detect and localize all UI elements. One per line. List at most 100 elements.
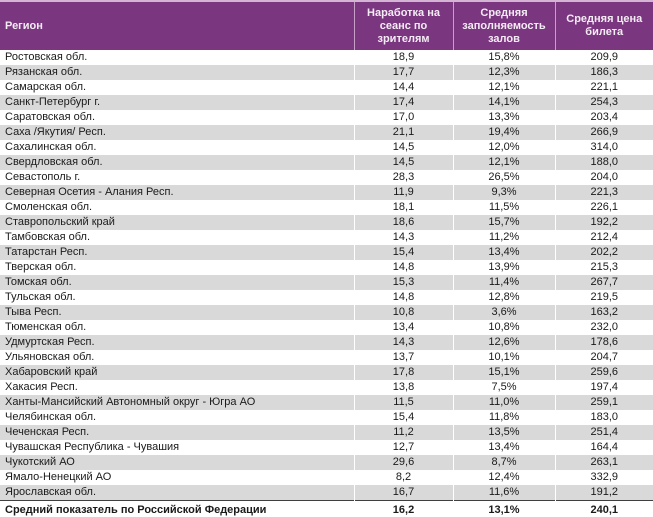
table-row: Северная Осетия - Алания Респ. 11,9 9,3% 22… [0, 185, 653, 200]
sessions-cell: 15,4 [353, 410, 453, 425]
occupancy-cell: 12,1% [452, 80, 555, 95]
sessions-cell: 29,6 [353, 455, 453, 470]
table-row: Смоленская обл. 18,1 11,5% 226,1 [0, 200, 653, 215]
sessions-cell: 14,3 [353, 230, 453, 245]
price-cell: 203,4 [554, 110, 653, 125]
sessions-cell: 13,8 [353, 380, 453, 395]
price-cell: 266,9 [554, 125, 653, 140]
table-row: Ханты-Мансийский Автономный округ - Югра… [0, 395, 653, 410]
price-cell: 221,1 [554, 80, 653, 95]
table-row: Ставропольский край 18,6 15,7% 192,2 [0, 215, 653, 230]
price-cell: 226,1 [554, 200, 653, 215]
price-cell: 263,1 [554, 455, 653, 470]
occupancy-cell: 15,7% [452, 215, 555, 230]
sessions-cell: 15,4 [353, 245, 453, 260]
region-cell: Свердловская обл. [5, 156, 103, 168]
region-cell: Ханты-Мансийский Автономный округ - Югра… [5, 396, 256, 408]
table-row: Рязанская обл. 17,7 12,3% 186,3 [0, 65, 653, 80]
sessions-cell: 17,0 [353, 110, 453, 125]
occupancy-cell: 11,5% [452, 200, 555, 215]
table-row: Сахалинская обл. 14,5 12,0% 314,0 [0, 140, 653, 155]
region-cell: Чукотский АО [5, 456, 75, 468]
column-header-sessions: Наработка на сеанс по зрителям [353, 0, 453, 50]
table-body: Ростовская обл. 18,9 15,8% 209,9 Рязанская о… [0, 50, 653, 501]
table-row: Саратовская обл. 17,0 13,3% 203,4 [0, 110, 653, 125]
occupancy-cell: 3,6% [452, 305, 555, 320]
table-row: Татарстан Респ. 15,4 13,4% 202,2 [0, 245, 653, 260]
sessions-cell: 13,4 [353, 320, 453, 335]
table-row: Томская обл. 15,3 11,4% 267,7 [0, 275, 653, 290]
sessions-cell: 14,5 [353, 140, 453, 155]
table-row: Ульяновская обл. 13,7 10,1% 204,7 [0, 350, 653, 365]
region-cell: Тульская обл. [5, 291, 76, 303]
price-cell: 188,0 [554, 155, 653, 170]
price-cell: 221,3 [554, 185, 653, 200]
sessions-cell: 28,3 [353, 170, 453, 185]
occupancy-cell: 26,5% [452, 170, 555, 185]
table-row: Тамбовская обл. 14,3 11,2% 212,4 [0, 230, 653, 245]
region-cell: Северная Осетия - Алания Респ. [5, 186, 174, 198]
region-cell: Удмуртская Респ. [5, 336, 95, 348]
table-row: Тверская обл. 14,8 13,9% 215,3 [0, 260, 653, 275]
price-cell: 332,9 [554, 470, 653, 485]
price-cell: 259,6 [554, 365, 653, 380]
region-cell: Ульяновская обл. [5, 351, 95, 363]
price-cell: 267,7 [554, 275, 653, 290]
table-row: Чукотский АО 29,6 8,7% 263,1 [0, 455, 653, 470]
region-cell: Томская обл. [5, 276, 72, 288]
region-cell: Санкт-Петербург г. [5, 96, 101, 108]
occupancy-cell: 11,4% [452, 275, 555, 290]
price-cell: 212,4 [554, 230, 653, 245]
price-cell: 191,2 [554, 485, 653, 501]
price-cell: 251,4 [554, 425, 653, 440]
region-cell: Чеченская Респ. [5, 426, 90, 438]
sessions-cell: 18,9 [353, 50, 453, 65]
sessions-cell: 17,4 [353, 95, 453, 110]
sessions-cell: 11,2 [353, 425, 453, 440]
price-cell: 186,3 [554, 65, 653, 80]
price-cell: 192,2 [554, 215, 653, 230]
price-cell: 197,4 [554, 380, 653, 395]
occupancy-cell: 13,5% [452, 425, 555, 440]
region-cell: Тыва Респ. [5, 306, 62, 318]
table-row: Хабаровский край 17,8 15,1% 259,6 [0, 365, 653, 380]
table-row: Свердловская обл. 14,5 12,1% 188,0 [0, 155, 653, 170]
price-cell: 183,0 [554, 410, 653, 425]
occupancy-cell: 12,3% [452, 65, 555, 80]
sessions-cell: 21,1 [353, 125, 453, 140]
price-cell: 254,3 [554, 95, 653, 110]
table-row: Тульская обл. 14,8 12,8% 219,5 [0, 290, 653, 305]
sessions-cell: 18,6 [353, 215, 453, 230]
table-row: Саха /Якутия/ Респ. 21,1 19,4% 266,9 [0, 125, 653, 140]
price-cell: 178,6 [554, 335, 653, 350]
total-occupancy-cell: 13,1% [452, 500, 555, 517]
price-cell: 163,2 [554, 305, 653, 320]
sessions-cell: 11,9 [353, 185, 453, 200]
occupancy-cell: 12,8% [452, 290, 555, 305]
price-cell: 314,0 [554, 140, 653, 155]
table-row: Хакасия Респ. 13,8 7,5% 197,4 [0, 380, 653, 395]
price-cell: 202,2 [554, 245, 653, 260]
occupancy-cell: 11,6% [452, 485, 555, 501]
total-price-cell: 240,1 [554, 500, 653, 517]
occupancy-cell: 15,1% [452, 365, 555, 380]
sessions-cell: 13,7 [353, 350, 453, 365]
table-row: Чувашская Республика - Чувашия 12,7 13,4% 1… [0, 440, 653, 455]
total-row: Средний показатель по Российской Федерац… [0, 500, 653, 517]
region-cell: Ямало-Ненецкий АО [5, 471, 112, 483]
price-cell: 232,0 [554, 320, 653, 335]
sessions-cell: 15,3 [353, 275, 453, 290]
price-cell: 259,1 [554, 395, 653, 410]
region-cell: Хакасия Респ. [5, 381, 78, 393]
region-cell: Смоленская обл. [5, 201, 93, 213]
region-cell: Самарская обл. [5, 81, 87, 93]
region-cell: Хабаровский край [5, 366, 98, 378]
table-row: Ямало-Ненецкий АО 8,2 12,4% 332,9 [0, 470, 653, 485]
table-row: Тюменская обл. 13,4 10,8% 232,0 [0, 320, 653, 335]
sessions-cell: 14,3 [353, 335, 453, 350]
occupancy-cell: 12,1% [452, 155, 555, 170]
column-header-price: Средняя цена билета [554, 0, 653, 50]
table-row: Чеченская Респ. 11,2 13,5% 251,4 [0, 425, 653, 440]
occupancy-cell: 14,1% [452, 95, 555, 110]
